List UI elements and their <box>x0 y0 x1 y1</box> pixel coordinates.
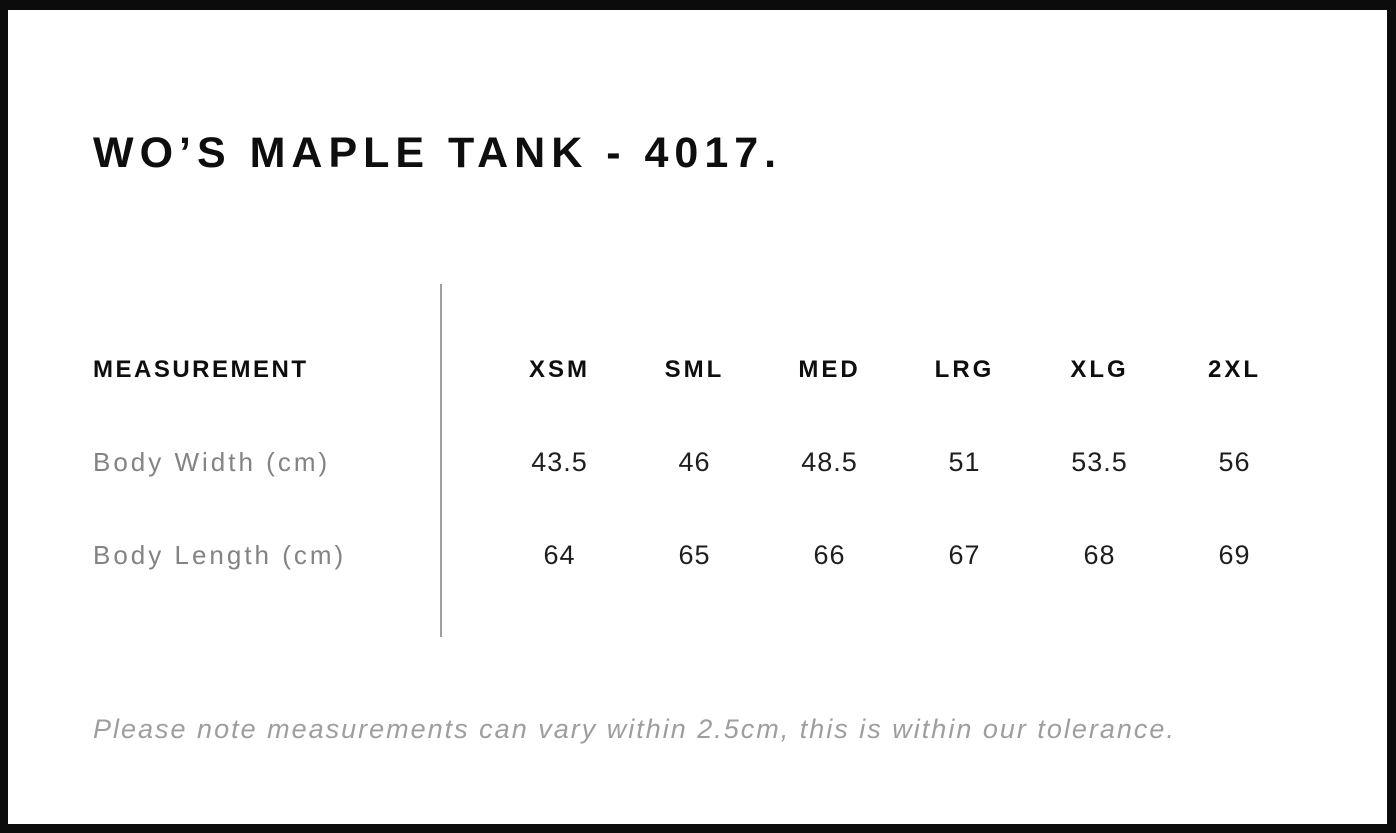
column-header-lrg: LRG <box>934 355 995 383</box>
size-chart-table: MEASUREMENT XSM SML MED LRG XLG 2XL Body… <box>93 323 1302 602</box>
page-title: WO’S MAPLE TANK - 4017. <box>93 128 783 177</box>
body-length-xsm-value: 64 <box>543 540 576 570</box>
column-header-xsm: XSM <box>528 355 590 383</box>
body-length-2xl-value: 69 <box>1218 540 1251 570</box>
body-length-xlg-value: 68 <box>1083 540 1116 570</box>
row-label-body-width: Body Width (cm) <box>93 447 331 477</box>
body-width-xlg-value: 53.5 <box>1071 447 1128 477</box>
body-width-2xl-value: 56 <box>1218 447 1251 477</box>
body-length-sml-value: 65 <box>678 540 711 570</box>
column-header-2xl: 2XL <box>1207 355 1261 383</box>
table-vertical-divider <box>440 284 442 637</box>
tolerance-note: Please note measurements can vary within… <box>93 714 1176 744</box>
column-header-xlg: XLG <box>1070 355 1129 383</box>
body-width-xsm-value: 43.5 <box>531 447 588 477</box>
body-length-med-value: 66 <box>813 540 846 570</box>
column-header-med: MED <box>798 355 861 383</box>
body-width-med-value: 48.5 <box>801 447 858 477</box>
body-width-lrg-value: 51 <box>948 447 981 477</box>
body-width-sml-value: 46 <box>678 447 711 477</box>
body-length-lrg-value: 67 <box>948 540 981 570</box>
row-label-body-length: Body Length (cm) <box>93 540 347 570</box>
column-header-measurement: MEASUREMENT <box>93 355 309 383</box>
column-header-sml: SML <box>664 355 725 383</box>
